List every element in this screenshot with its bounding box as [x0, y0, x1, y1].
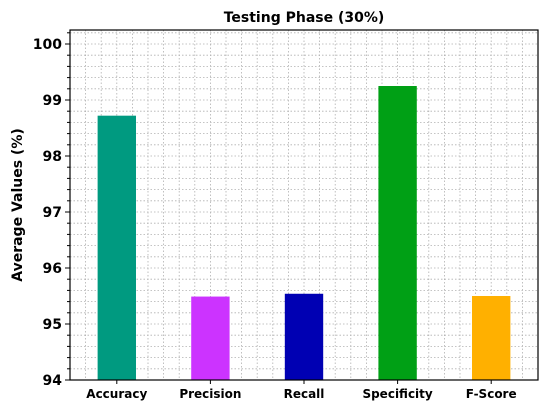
y-tick-label: 99: [43, 93, 62, 109]
x-tick-label: Specificity: [362, 387, 432, 401]
bar-precision: [191, 296, 230, 380]
x-tick-label: F-Score: [466, 387, 517, 401]
bar-f-score: [472, 296, 511, 380]
y-tick-label: 95: [43, 317, 62, 333]
bars: [97, 86, 511, 381]
y-axis-label: Average Values (%): [10, 128, 26, 282]
x-tick-label: Accuracy: [86, 387, 147, 401]
x-tick-label: Precision: [179, 387, 241, 401]
bar-accuracy: [97, 115, 136, 381]
x-ticks: Accuracy Precision Recall Specificity F-Scor…: [86, 380, 517, 401]
chart-title: Testing Phase (30%): [224, 10, 385, 26]
y-tick-label: 98: [43, 149, 62, 165]
y-ticks: 94 95 96 97 98 99 100: [33, 32, 70, 389]
plot-frame: [69, 29, 539, 381]
y-tick-label: 100: [33, 37, 62, 53]
bar-specificity: [378, 86, 417, 380]
x-tick-label: Recall: [284, 387, 325, 401]
y-tick-label: 97: [43, 205, 62, 221]
bar-recall: [284, 293, 324, 380]
y-tick-label: 94: [43, 373, 63, 389]
y-tick-label: 96: [43, 261, 62, 277]
